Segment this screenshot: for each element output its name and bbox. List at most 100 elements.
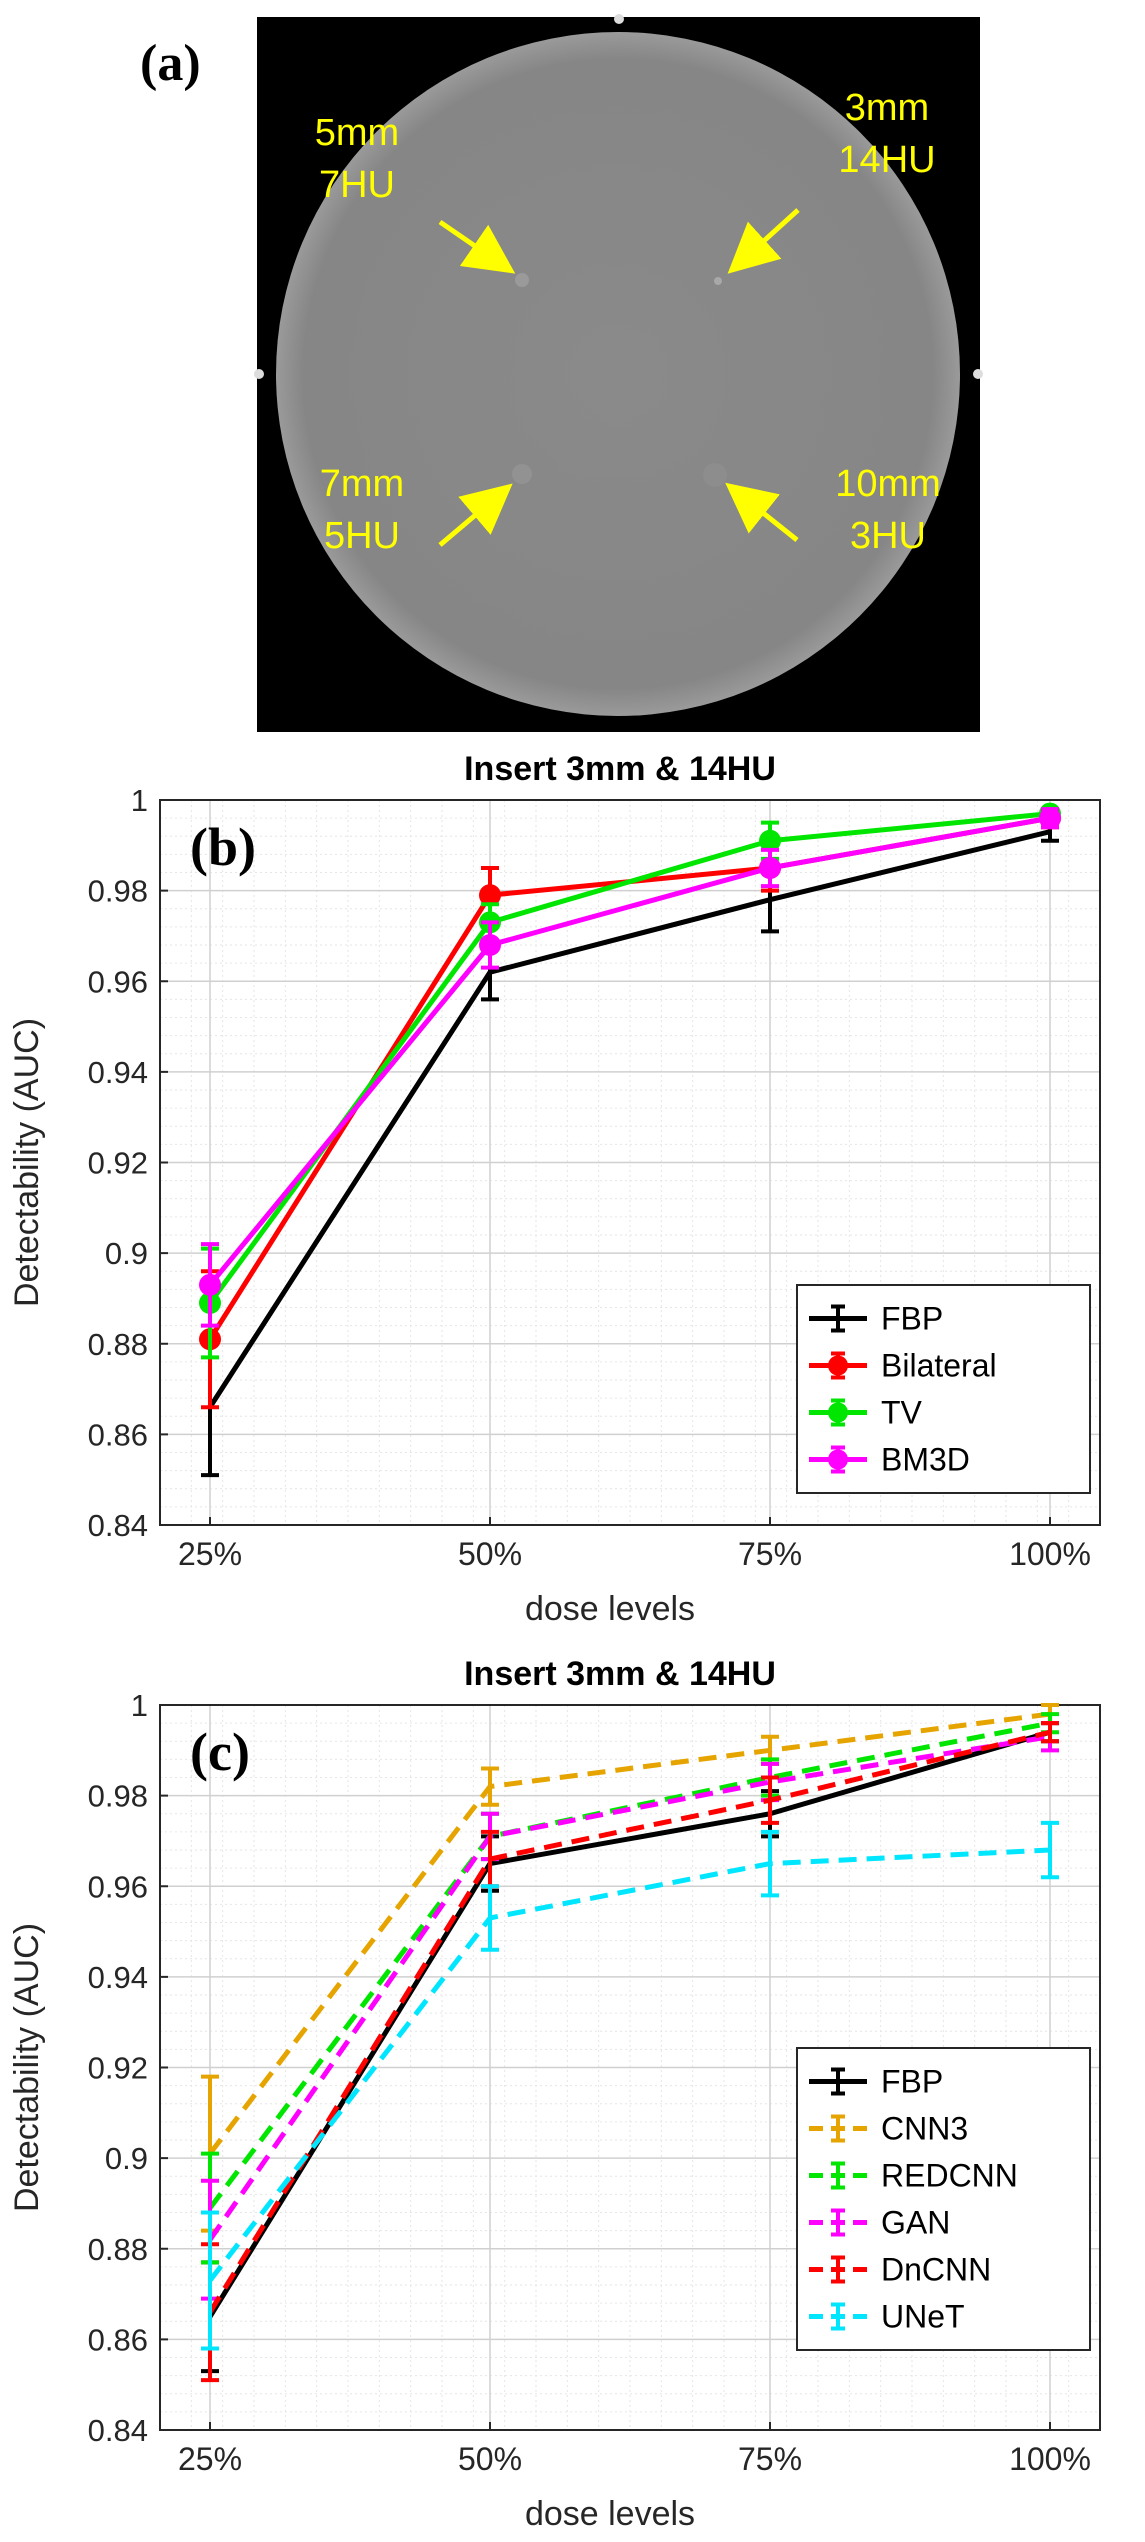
legend-label: REDCNN	[881, 2158, 1018, 2194]
y-tick-label: 0.86	[88, 2322, 148, 2357]
x-tick-label: 25%	[178, 1536, 242, 1572]
series-line	[208, 1711, 1051, 2156]
series-bm3d	[199, 807, 1061, 1328]
series-line	[208, 1720, 1051, 2210]
legend-item: BM3D	[809, 1442, 970, 1478]
legend: FBP CNN3 REDCNN GAN DnCNN UNeT	[796, 2047, 1091, 2351]
insert-5mm-size: 5mm	[315, 112, 399, 154]
arrow-10mm	[725, 482, 799, 542]
y-tick-label: 0.9	[105, 2141, 148, 2176]
y-tick-label: 0.92	[88, 2051, 148, 2086]
y-tick-label: 1	[131, 1688, 148, 1723]
edge-marker-left	[254, 369, 264, 379]
y-tick-label: 0.96	[88, 964, 148, 999]
insert-7mm-contrast: 5HU	[324, 515, 400, 557]
legend-item: REDCNN	[809, 2158, 1018, 2194]
legend-label: TV	[881, 1395, 923, 1431]
arrow-5mm	[438, 219, 516, 274]
y-tick-label: 0.84	[88, 2413, 148, 2448]
legend-item: DnCNN	[809, 2252, 991, 2288]
x-tick-label: 25%	[178, 2441, 242, 2477]
edge-marker-top	[614, 14, 624, 24]
x-tick-label: 75%	[738, 2441, 802, 2477]
chart-title: Insert 3mm & 14HU	[464, 750, 776, 788]
legend-item: Bilateral	[809, 1348, 997, 1384]
chart-panel-b: 0.84 0.86 0.88 0.9 0.92 0.94 0.96 0.98 1 25% 50% 75…	[0, 735, 1145, 1640]
x-axis-label: dose levels	[525, 2495, 695, 2533]
y-tick-label: 0.98	[88, 1779, 148, 1814]
y-tick-label: 0.94	[88, 1055, 148, 1090]
insert-3mm-size: 3mm	[845, 87, 929, 129]
insert-10mm	[703, 463, 727, 487]
arrow-3mm	[727, 208, 800, 274]
series-line	[208, 815, 1051, 1287]
y-axis-label: Detectability (AUC)	[8, 1018, 46, 1307]
insert-5mm-contrast: 7HU	[319, 164, 395, 206]
insert-3mm-contrast: 14HU	[838, 139, 935, 181]
insert-3mm	[714, 277, 722, 285]
panel-label: (c)	[190, 1722, 250, 1782]
legend: FBP Bilateral TV BM3D	[796, 1284, 1091, 1494]
legend-label: DnCNN	[881, 2252, 991, 2288]
chart-c: 0.84 0.86 0.88 0.9 0.92 0.94 0.96 0.98 1 25% 50% 75…	[8, 1655, 1101, 2533]
legend-label: FBP	[881, 1301, 943, 1337]
chart-title: Insert 3mm & 14HU	[464, 1655, 776, 1693]
x-tick-label: 75%	[738, 1536, 802, 1572]
insert-7mm-size: 7mm	[320, 463, 404, 505]
data-point	[759, 856, 781, 879]
panel-a-label: (a)	[140, 35, 201, 92]
series-line	[207, 1734, 1051, 2242]
phantom-disc	[276, 32, 960, 716]
legend-label: GAN	[881, 2205, 950, 2241]
phantom-panel: 5mm 7HU 3mm 14HU 7mm 5HU 10mm 3HU (a)	[0, 0, 1145, 735]
y-tick-label: 0.88	[88, 1327, 148, 1362]
legend-item: FBP	[809, 2064, 943, 2100]
legend-label: BM3D	[881, 1442, 970, 1478]
insert-5mm	[515, 273, 529, 287]
legend-marker	[828, 1402, 848, 1423]
data-point	[1039, 807, 1061, 830]
edge-marker-right	[973, 369, 983, 379]
legend-label: UNeT	[881, 2299, 965, 2335]
legend-item: UNeT	[809, 2299, 965, 2335]
x-tick-label: 100%	[1009, 1536, 1091, 1572]
x-tick-label: 50%	[458, 1536, 522, 1572]
data-point	[759, 829, 781, 852]
phantom-figure: 5mm 7HU 3mm 14HU 7mm 5HU 10mm 3HU (a)	[140, 14, 983, 732]
x-axis-label: dose levels	[525, 1590, 695, 1628]
legend-label: CNN3	[881, 2111, 968, 2147]
y-tick-label: 0.88	[88, 2232, 148, 2267]
y-tick-label: 0.92	[88, 1146, 148, 1181]
data-point	[199, 1273, 221, 1296]
legend-label: FBP	[881, 2064, 943, 2100]
y-tick-label: 0.94	[88, 1960, 148, 1995]
insert-7mm	[512, 464, 532, 484]
insert-10mm-contrast: 3HU	[850, 515, 926, 557]
series-line	[207, 829, 1051, 1409]
legend-item: CNN3	[809, 2111, 968, 2147]
y-tick-label: 0.86	[88, 1417, 148, 1452]
legend-label: Bilateral	[881, 1348, 997, 1384]
series-line	[207, 1729, 1051, 2314]
data-point	[479, 934, 501, 956]
legend-item: TV	[809, 1395, 923, 1431]
legend-box	[796, 2047, 1091, 2351]
y-tick-label: 0.98	[88, 874, 148, 909]
y-tick-label: 0.84	[88, 1508, 148, 1543]
legend-item: FBP	[809, 1301, 943, 1337]
y-tick-label: 1	[131, 783, 148, 818]
chart-b: 0.84 0.86 0.88 0.9 0.92 0.94 0.96 0.98 1 25% 50% 75…	[8, 750, 1101, 1628]
panel-label: (b)	[190, 817, 256, 877]
legend-marker	[828, 1355, 848, 1376]
insert-10mm-size: 10mm	[835, 463, 941, 505]
y-axis-label: Detectability (AUC)	[8, 1923, 46, 2212]
legend-marker	[828, 1449, 848, 1470]
legend-item: GAN	[809, 2205, 950, 2241]
x-tick-label: 50%	[458, 2441, 522, 2477]
data-point	[479, 884, 501, 907]
y-tick-label: 0.9	[105, 1236, 148, 1271]
chart-panel-c: 0.84 0.86 0.88 0.9 0.92 0.94 0.96 0.98 1 25% 50% 75…	[0, 1640, 1145, 2537]
series-unet	[201, 1820, 1059, 2351]
y-tick-label: 0.96	[88, 1869, 148, 1904]
series-line	[208, 1847, 1051, 2282]
